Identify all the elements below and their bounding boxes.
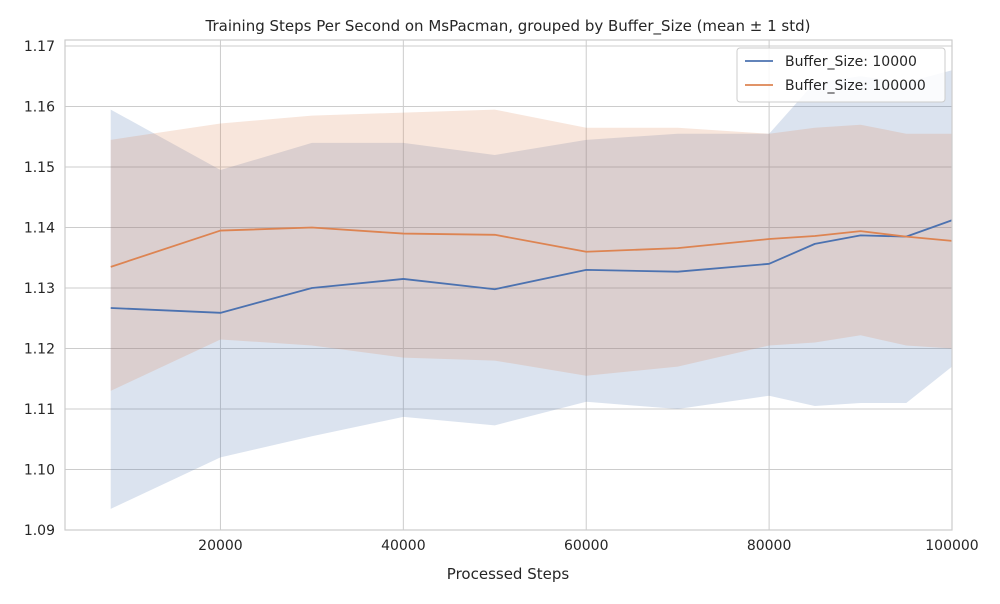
y-tick-label: 1.09 — [24, 523, 55, 539]
std-band-10000 — [110, 70, 952, 509]
x-axis-title: Processed Steps — [447, 565, 570, 583]
mean-line-100000 — [110, 226, 953, 268]
y-tick-label: 1.11 — [24, 402, 55, 418]
legend-box — [736, 47, 946, 103]
legend-label-10000: Buffer_Size: 10000 — [785, 54, 917, 70]
y-tick-label: 1.15 — [24, 160, 55, 176]
plot-frame — [64, 39, 953, 531]
x-axis-ticks: 20000 40000 60000 80000 100000 — [198, 538, 979, 554]
legend-label-100000: Buffer_Size: 100000 — [785, 78, 926, 94]
y-tick-label: 1.13 — [24, 281, 55, 297]
y-axis-ticks: 1.09 1.10 1.11 1.12 1.13 1.14 1.15 1.16 1.17 — [24, 39, 55, 539]
chart-title: Training Steps Per Second on MsPacman, g… — [205, 17, 811, 36]
std-bands — [110, 70, 952, 509]
x-tick-label: 60000 — [564, 538, 609, 554]
mean-lines — [110, 219, 953, 314]
legend: Buffer_Size: 10000 Buffer_Size: 100000 — [736, 47, 946, 103]
y-tick-label: 1.12 — [24, 342, 55, 358]
y-tick-label: 1.10 — [24, 463, 55, 479]
y-tick-label: 1.14 — [24, 221, 55, 237]
std-band-100000 — [110, 109, 952, 391]
x-tick-label: 40000 — [381, 538, 426, 554]
x-tick-label: 20000 — [198, 538, 243, 554]
y-tick-label: 1.16 — [24, 100, 55, 116]
x-tick-label: 100000 — [925, 538, 978, 554]
x-tick-label: 80000 — [747, 538, 792, 554]
y-tick-label: 1.17 — [24, 39, 55, 55]
mean-line-10000 — [110, 219, 953, 314]
